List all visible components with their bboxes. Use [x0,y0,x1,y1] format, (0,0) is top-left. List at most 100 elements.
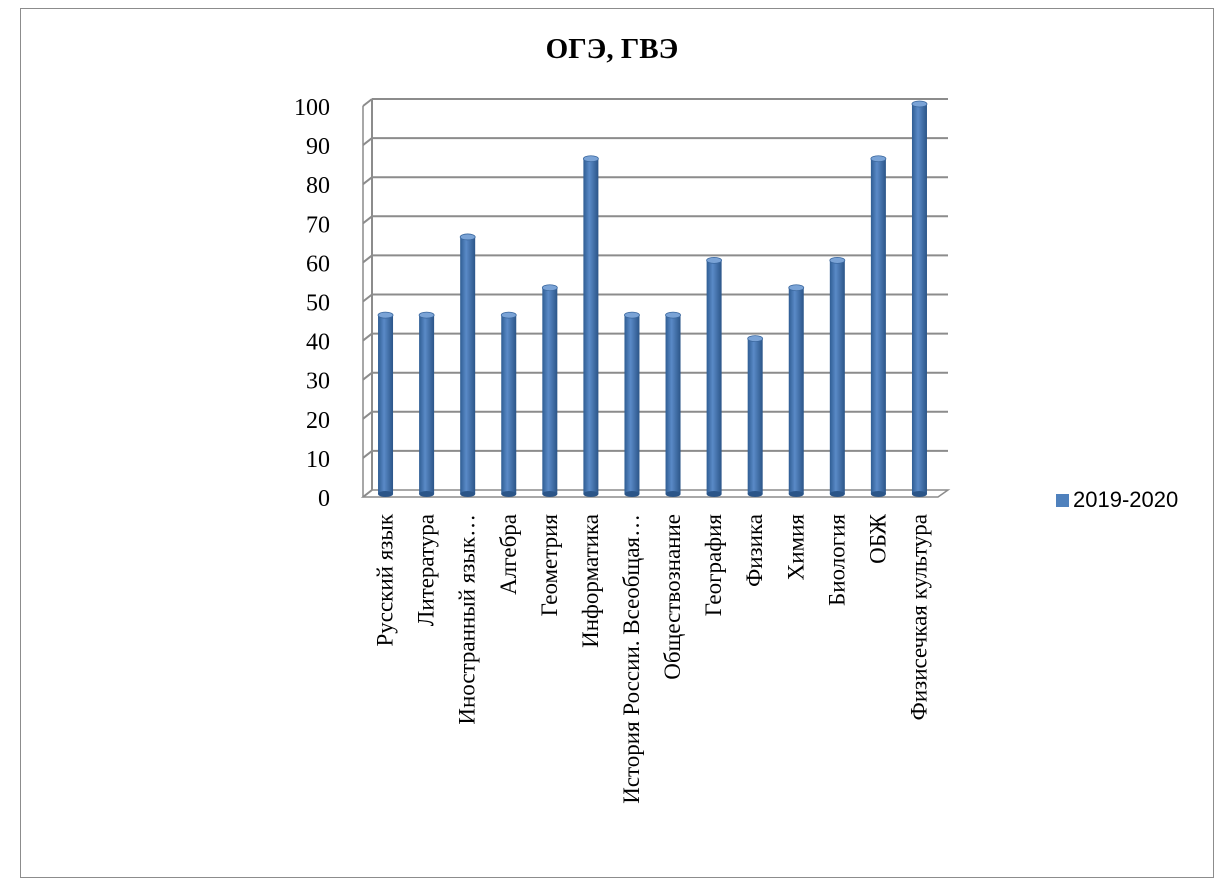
bar-base [419,491,435,497]
gridline-depth [362,137,373,146]
floor [360,489,951,498]
bar-base [788,491,804,497]
bar [377,311,394,497]
x-tick-label: Геометрия [537,514,562,617]
chart-title: ОГЭ, ГВЭ [545,33,679,65]
bar-top [788,284,805,292]
x-tick-label: Физисечкая культура [906,514,931,720]
gridline-depth [362,98,373,107]
bar-body [665,315,681,494]
gridline-depth [362,254,373,264]
bar-body [870,158,886,495]
bar-base [665,491,681,497]
gridline-depth [362,371,373,381]
bar-layer [377,100,928,497]
bar-top [870,155,887,163]
x-tick-label: Литература [414,514,439,626]
x-tick-label: География [701,514,726,617]
gridline-depth [362,215,373,225]
y-tick-label: 10 [306,447,330,473]
legend: 2019-2020 [1056,487,1178,513]
bar-top [500,311,517,319]
bar-top [706,256,723,264]
x-tick-label: Русский язык [373,513,398,646]
bar [582,155,599,497]
x-tick-label: Физика [742,514,767,587]
y-tick-label: 20 [306,408,330,434]
legend-swatch [1056,493,1069,507]
x-tick-label: Иностранный язык… [455,514,480,725]
bar-base [583,491,599,497]
bar [747,335,764,497]
bar-base [624,491,640,497]
y-tick-label: 80 [306,173,330,199]
bar-base [829,491,845,497]
bar [500,311,517,497]
x-tick-label: ОБЖ [865,514,890,564]
bar-top [418,311,435,319]
bar-base [747,491,763,497]
bar-top [541,284,558,292]
bar [870,155,887,497]
y-tick-label: 60 [306,251,330,277]
chart-frame [20,8,1214,878]
x-tick-label: История России. Всеобщая… [619,514,644,804]
label-layer: 0 10 20 30 40 50 60 70 80 90 100 Русский язык Литера… [294,95,931,804]
x-tick-label: Биология [824,514,849,606]
bar-body [788,287,804,494]
y-tick-label: 50 [306,291,330,317]
x-tick-label: Алгебра [496,514,521,595]
bar-base [542,491,558,497]
bar-base [501,491,517,497]
gridline-depth [362,411,373,420]
bar [829,256,846,497]
bar-top [665,311,681,319]
y-tick-label: 0 [318,486,330,512]
bar-base [911,491,927,497]
bar-base [378,491,394,497]
bar [418,311,435,497]
gridline-depth [362,293,373,303]
bar-base [706,491,722,497]
bar-top [624,311,640,319]
legend-label: 2019-2020 [1073,487,1179,512]
gridline-depth [362,489,373,498]
bar-top [377,311,394,319]
y-tick-label: 90 [306,134,330,160]
bar-body [583,158,599,495]
y-tick-label: 30 [306,369,330,395]
bar-body [624,315,640,494]
bar-body [911,104,927,494]
y-tick-label: 100 [294,95,330,121]
bar-body [501,315,517,494]
bar [665,311,681,497]
bar-body [542,287,558,494]
y-tick-label: 40 [306,330,330,356]
bar-top [747,335,764,343]
bar [459,233,476,497]
bar [541,284,558,497]
bar-body [460,236,476,494]
y-tick-label: 70 [306,212,330,238]
bar-top [911,100,928,108]
bar-top [582,155,599,163]
x-tick-label: Информатика [578,514,603,648]
bar-base [460,491,476,497]
gridline-depth [362,332,373,342]
bar [624,311,640,497]
bar [788,284,805,497]
bar-body [706,260,722,494]
gridline-depth [362,176,373,185]
bar-body [378,315,394,494]
gridline-depth [362,450,373,459]
bar-body [829,260,845,494]
grid-layer [360,98,951,498]
x-tick-label: Химия [783,514,808,581]
bar [911,100,928,497]
bar-body [747,338,763,494]
bar-base [870,491,886,497]
x-tick-label: Обществознание [660,514,685,680]
bar-body [419,315,435,494]
bar-top [829,256,846,264]
